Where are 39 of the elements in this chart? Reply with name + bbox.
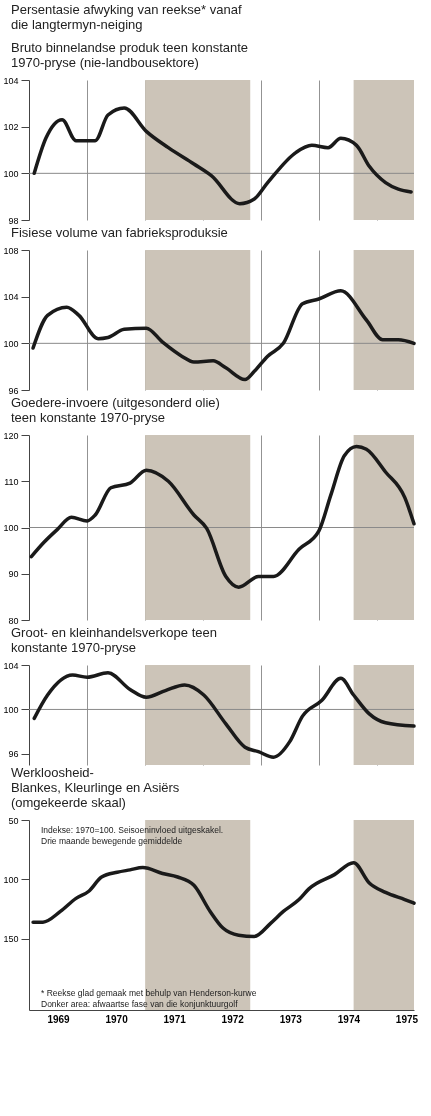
- y-tick-label: 98: [8, 215, 19, 226]
- y-tick-label: 96: [8, 749, 19, 760]
- line-series: [29, 444, 416, 589]
- y-tick-label: 110: [4, 476, 19, 487]
- chart-title: Fisiese volume van fabrieksproduksie: [10, 225, 228, 240]
- x-tick-label: 1971: [163, 1013, 187, 1025]
- annotation: Indekse: 1970=100. Seisoeninvloed uitgeskakel. Drie maande bewegende gemiddelde: [41, 825, 224, 846]
- annotation: * Reekse glad gemaak met behulp van Henderson-kurwe Donker area: afwaartse fase van die konjunktuurgolf: [41, 988, 257, 1009]
- y-tick-label: 150: [3, 934, 19, 945]
- line-series: [32, 671, 416, 759]
- line-series: [31, 861, 416, 939]
- chart-title: Persentasie afwyking van reekse* vanaf die langtermyn-neiging: [10, 2, 242, 32]
- y-tick-label: 100: [3, 168, 19, 179]
- y-tick-label: 100: [3, 523, 19, 533]
- x-tick-label: 1973: [279, 1013, 303, 1025]
- y-tick-label: 80: [8, 615, 19, 626]
- y-tick-label: 96: [8, 385, 19, 396]
- line-series: [32, 106, 413, 206]
- y-tick-label: 100: [3, 704, 19, 715]
- y-tick-label: 102: [3, 122, 19, 133]
- y-tick-label: 100: [3, 874, 19, 885]
- y-tick-label: 100: [3, 338, 19, 349]
- x-tick-label: 1969: [47, 1013, 71, 1025]
- line-series: [31, 289, 416, 382]
- y-tick-label: 108: [3, 245, 19, 256]
- y-tick-label: 104: [3, 75, 19, 86]
- y-tick-label: 120: [3, 430, 19, 441]
- y-tick-label: 50: [8, 815, 19, 826]
- x-tick-label: 1972: [221, 1013, 245, 1025]
- y-tick-label: 104: [3, 660, 19, 671]
- chart-subtitle: Bruto binnelandse produk teen konstante 1970-pryse (nie-landbousektore): [10, 40, 249, 70]
- x-tick-label: 1975: [395, 1013, 419, 1025]
- chart-title: Goedere-invoere (uitgesonderd olie) teen konstante 1970-pryse: [10, 395, 220, 425]
- x-tick-label: 1970: [105, 1013, 129, 1025]
- chart-title: Groot- en kleinhandelsverkope teen konstante 1970-pryse: [10, 625, 217, 655]
- y-tick-label: 90: [8, 569, 19, 580]
- chart-title: Werkloosheid- Blankes, Kleurlinge en Asiërs (omgekeerde skaal): [10, 765, 180, 810]
- x-tick-label: 1974: [337, 1013, 361, 1025]
- y-tick-label: 104: [3, 292, 19, 303]
